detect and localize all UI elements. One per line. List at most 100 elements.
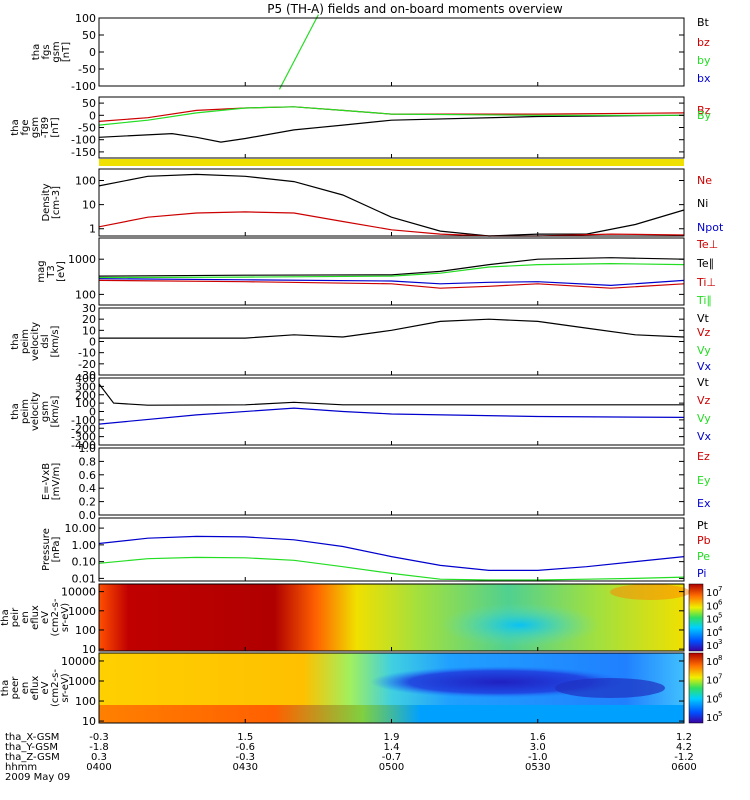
legend-vdsl-1: Vz [697,326,711,339]
ytick-label: 100 [75,695,96,708]
ytick-label: 10 [82,324,96,337]
ylabel-density: Density [cm-3] [41,183,62,221]
legend-efield-0: Ez [697,450,710,463]
colorbar-exponent: 8 [718,654,722,662]
colorbar-exponent: 3 [718,638,722,646]
ylabel-line: [mV/m] [51,463,62,501]
ytick-label: -400 [71,439,96,452]
colorbar-exponent: 6 [718,598,723,606]
legend-pressure-0: Pt [697,519,709,532]
ytick-label: 0 [89,406,96,419]
ytick-label: -300 [71,431,96,444]
status-bar [99,159,684,166]
time-row-value: -1.2 [674,752,694,763]
colorbar-label: 10 [706,676,719,687]
legend-efield-1: Ey [697,474,711,487]
time-row-value: 0530 [525,762,550,773]
ytick-label: -50 [78,122,96,135]
ytick-label: 100 [75,175,96,188]
ytick-label: 1000 [68,675,96,688]
series-temp-Ti∥ [98,262,685,279]
time-row-value: 0430 [233,762,258,773]
ylabel-pressure: Pressure [nPa] [41,528,62,571]
legend-vgsm-1: Vz [697,394,711,407]
time-row-value: 0400 [86,762,111,773]
ylabel-line: peim [20,329,31,354]
legend-vdsl-2: Vy [697,344,711,357]
ytick-label: -30 [78,369,96,382]
ytick-label: -20 [78,358,96,371]
ytick-label: 300 [75,380,96,393]
ytick-label: 0 [89,109,96,122]
time-row-value: -1.8 [89,742,109,753]
ylabel-line: en [20,611,31,624]
time-row-value: -0.3 [89,732,109,743]
colorbar-exponent: 4 [718,625,723,633]
ytick-label: -10 [78,347,96,360]
legend-fgs-0: Bt [697,16,710,29]
ylabel-line: en [20,682,31,695]
ylabel-line: dsl [40,334,51,348]
series-pressure-Pt [98,535,685,572]
ytick-label: -50 [78,63,96,76]
ylabel-line: E=-VxB [41,463,52,500]
ytick-label: -100 [71,80,96,93]
time-row-value: 0600 [671,762,696,773]
panel-frame-vdsl [98,307,685,376]
legend-fge-0: Bz [697,104,711,117]
time-row-value: -0.3 [235,752,255,763]
ytick-label: 10000 [61,655,96,668]
ylabel-peir: tha peir en eflux eV (cm2-s-sr-eV) [0,598,71,636]
ylabel-line: peer [10,676,21,700]
time-row-label: tha_Y-GSM [5,742,58,753]
ylabel-line: tha [0,609,11,625]
legend-temp-2: Ti⊥ [696,276,716,289]
colorbar-exponent: 7 [718,673,722,681]
series-vgsm-Vt [98,383,684,406]
ytick-label: 1 [89,223,96,236]
ytick-label: 0.4 [79,482,97,495]
colorbar-exponent: 5 [718,710,722,718]
ylabel-line: peim [20,399,31,424]
ytick-label: -100 [71,134,96,147]
ytick-label: 1000 [68,605,96,618]
ylabel-line: [cm-3] [51,186,62,219]
panel-frame-fgs [98,17,685,87]
series-temp-Te∥ [98,257,685,277]
time-row-label: hhmm [5,762,37,773]
ylabel-line: sr-eV) [60,603,71,632]
ylabel-line: eV [40,681,51,694]
legend-vdsl-0: Vt [697,312,710,325]
ylabel-line: fgs [41,44,52,59]
legend-fgs-1: bz [697,36,710,49]
panel-frame-efield [98,447,685,516]
time-row-value: -1.0 [528,752,548,763]
ytick-label: -150 [71,146,96,159]
ylabel-line: -T89 [40,117,51,139]
ylabel-temp: mag T3 [eV] [36,260,67,282]
ytick-label: 0.01 [72,572,97,585]
ytick-label: 10000 [61,586,96,599]
ytick-label: 0.8 [79,455,97,468]
legend-pressure-1: Pb [697,534,711,547]
ylabel-line: Pressure [41,528,52,571]
colorbar-label: 10 [706,601,719,612]
ylabel-line: sr-eV) [60,673,71,702]
series-layer [98,14,685,581]
ytick-label: 0 [89,336,96,349]
ytick-label: 0.2 [79,496,97,509]
ylabel-line: mag [36,260,47,282]
legend-pressure-2: Pe [697,550,710,563]
time-row-value: 3.0 [530,742,546,753]
legend-vgsm-2: Vy [697,412,711,425]
colorbar-label: 10 [706,615,719,626]
time-row-value: 0500 [379,762,404,773]
ylabel-line: fge [20,119,31,135]
ylabel-line: [nT] [61,42,72,62]
ylabel-line: [nPa] [51,536,62,562]
colorbar-exponent: 6 [718,691,723,699]
ylabel-line: tha [10,333,21,349]
